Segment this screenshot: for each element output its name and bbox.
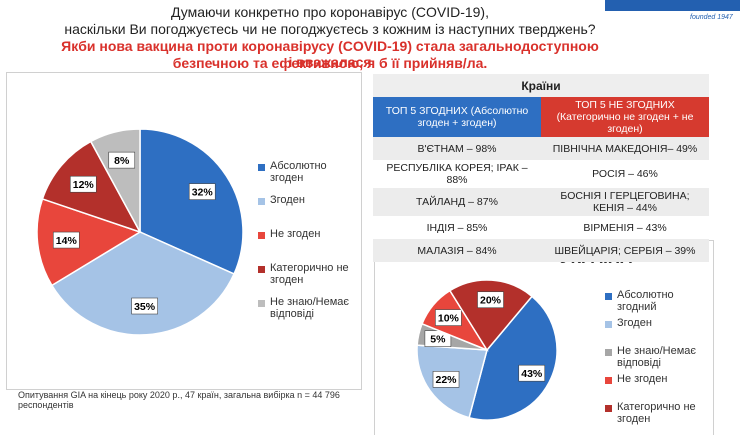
pie-slice bbox=[448, 279, 534, 352]
legend-item: Не згоден bbox=[605, 373, 710, 385]
table: Країни ТОП 5 ЗГОДНИХ (Абсолютно згоден +… bbox=[373, 74, 709, 262]
data-label: 32% bbox=[192, 186, 214, 198]
legend-label: Не згоден bbox=[270, 228, 321, 240]
footnote: Опитування GIA на кінець року 2020 р., 4… bbox=[18, 390, 340, 410]
data-label: 12% bbox=[73, 179, 95, 191]
column-header: ТОП 5 НЕ ЗГОДНИХ (Категорично не згоден … bbox=[541, 97, 709, 137]
table-row: РЕСПУБЛІКА КОРЕЯ; ІРАК – 88% РОСІЯ – 46% bbox=[373, 160, 709, 188]
legend-item: Абсолютно згоден bbox=[258, 160, 353, 184]
legend-swatch bbox=[258, 198, 265, 205]
label-box bbox=[518, 364, 546, 382]
chart-frame bbox=[374, 240, 714, 435]
table-cell: МАЛАЗІЯ – 84% bbox=[417, 244, 497, 257]
table-row: МАЛАЗІЯ – 84% ШВЕЙЦАРІЯ; СЕРБІЯ – 39% bbox=[373, 239, 709, 262]
logo-bar bbox=[605, 0, 740, 11]
question: Думаючи конкретно про коронавірус (COVID… bbox=[171, 4, 489, 20]
legend-item: Згоден bbox=[258, 194, 353, 206]
legend-swatch bbox=[605, 321, 612, 328]
label-box bbox=[188, 183, 216, 200]
legend-label: Категорично не згоден bbox=[270, 262, 349, 286]
table-cell: ПІВНІЧНА МАКЕДОНІЯ– 49% bbox=[552, 142, 698, 155]
statement: Якби нова вакцина проти коронавірусу (CO… bbox=[61, 38, 599, 70]
legend-label: Абсолютно згоден bbox=[270, 160, 327, 184]
data-label: 10% bbox=[438, 312, 460, 324]
legend-item: Категорично не згоден bbox=[258, 262, 353, 286]
label-box bbox=[69, 175, 97, 193]
chart-title: УКРАЇНА bbox=[560, 248, 633, 267]
pie-slice bbox=[50, 231, 236, 336]
legend-swatch bbox=[258, 266, 265, 273]
data-label: 22% bbox=[436, 374, 458, 386]
legend-label: Категорично не згоден bbox=[617, 401, 696, 425]
pie-slice bbox=[139, 128, 244, 275]
logo-tagline: founded 1947 bbox=[690, 14, 733, 21]
data-label: 8% bbox=[114, 155, 130, 167]
legend-label: Згоден bbox=[270, 194, 305, 206]
legend-swatch bbox=[605, 405, 612, 412]
pie-slice bbox=[36, 198, 142, 287]
legend-label: Не знаю/Немає відповіді bbox=[617, 345, 697, 369]
table-cell: ШВЕЙЦАРІЯ; СЕРБІЯ – 39% bbox=[554, 244, 696, 257]
legend-label: Згоден bbox=[617, 317, 652, 329]
legend-label: Не знаю/Немає відповіді bbox=[270, 296, 350, 320]
legend-swatch bbox=[605, 293, 612, 300]
chart-frame bbox=[6, 72, 362, 390]
question: наскільки Ви погоджуєтесь чи не погоджує… bbox=[64, 21, 596, 37]
label-box bbox=[435, 309, 462, 326]
legend-label: Не згоден bbox=[617, 373, 668, 385]
legend-label: Абсолютно згодний bbox=[617, 289, 674, 313]
legend-swatch bbox=[258, 232, 265, 239]
legend-item: Не знаю/Немає відповіді bbox=[605, 345, 710, 369]
legend-swatch bbox=[258, 164, 265, 171]
table-cell: В'ЄТНАМ – 98% bbox=[417, 142, 497, 155]
column-header: ТОП 5 ЗГОДНИХ (Абсолютно згоден + згоден… bbox=[373, 97, 541, 137]
data-label: 43% bbox=[521, 368, 543, 380]
label-box bbox=[52, 231, 80, 249]
table-title: Країни bbox=[373, 74, 709, 97]
table-cell: РОСІЯ – 46% bbox=[592, 168, 658, 180]
data-label: 20% bbox=[480, 295, 502, 307]
data-label: 35% bbox=[134, 301, 156, 313]
table-cell: ТАЙЛАНД – 87% bbox=[416, 196, 498, 208]
table-row: ІНДІЯ – 85% ВІРМЕНІЯ – 43% bbox=[373, 216, 709, 239]
table-cell: ВІРМЕНІЯ – 43% bbox=[583, 221, 667, 234]
label-box bbox=[477, 291, 504, 309]
legend-item: Згоден bbox=[605, 317, 710, 329]
legend-item: Не згоден bbox=[258, 228, 353, 240]
label-box bbox=[131, 297, 158, 315]
table-cell: БОСНІЯ І ГЕРЦЕГОВИНА; КЕНІЯ – 44% bbox=[560, 190, 690, 214]
statement: безпечною та ефективною, я б її прийняв/… bbox=[172, 55, 488, 71]
table-cell: РЕСПУБЛІКА КОРЕЯ; ІРАК – 88% bbox=[386, 162, 528, 186]
label-box bbox=[108, 151, 136, 169]
legend-item: Категорично не згоден bbox=[605, 401, 710, 425]
pie-slice bbox=[468, 295, 558, 421]
legend-item: Абсолютно згодний bbox=[605, 289, 710, 313]
data-label: 5% bbox=[430, 333, 446, 345]
data-label: 14% bbox=[56, 235, 78, 247]
table-row: В'ЄТНАМ – 98% ПІВНІЧНА МАКЕДОНІЯ– 49% bbox=[373, 137, 709, 160]
legend-swatch bbox=[605, 349, 612, 356]
legend-item: Не знаю/Немає відповіді bbox=[258, 296, 353, 320]
legend-swatch bbox=[258, 300, 265, 307]
table-cell: ІНДІЯ – 85% bbox=[426, 221, 488, 234]
label-box bbox=[432, 371, 460, 388]
table-row: ТАЙЛАНД – 87% БОСНІЯ І ГЕРЦЕГОВИНА; КЕНІЯ… bbox=[373, 188, 709, 216]
legend-swatch bbox=[605, 377, 612, 384]
